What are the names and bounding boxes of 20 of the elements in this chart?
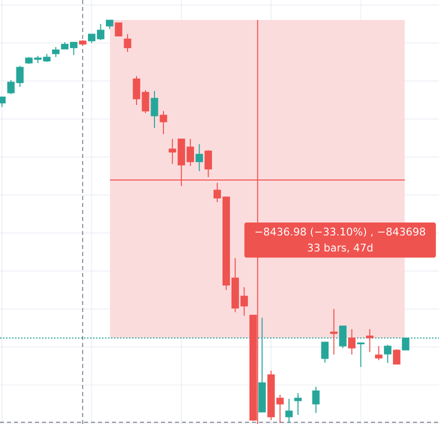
candlestick [150, 90, 158, 129]
candlestick [52, 46, 60, 58]
candlestick [124, 34, 132, 52]
candlestick [348, 328, 356, 355]
candlestick [285, 398, 293, 424]
candlestick [160, 110, 168, 135]
candlestick [294, 392, 302, 416]
candlestick [196, 144, 204, 172]
annotation: 33 bars, 47d [308, 243, 372, 253]
candlestick [392, 348, 400, 365]
candlestick [114, 22, 122, 37]
candlestick [330, 308, 338, 355]
candlestick [375, 346, 382, 361]
candlestick [321, 341, 329, 364]
candlestick [384, 344, 392, 364]
annotation: −8436.98 (−33.10%) , −843698 [256, 227, 426, 237]
candlestick [366, 328, 374, 353]
candlestick [357, 342, 364, 368]
candlestick [204, 150, 212, 178]
candlestick [312, 386, 320, 414]
